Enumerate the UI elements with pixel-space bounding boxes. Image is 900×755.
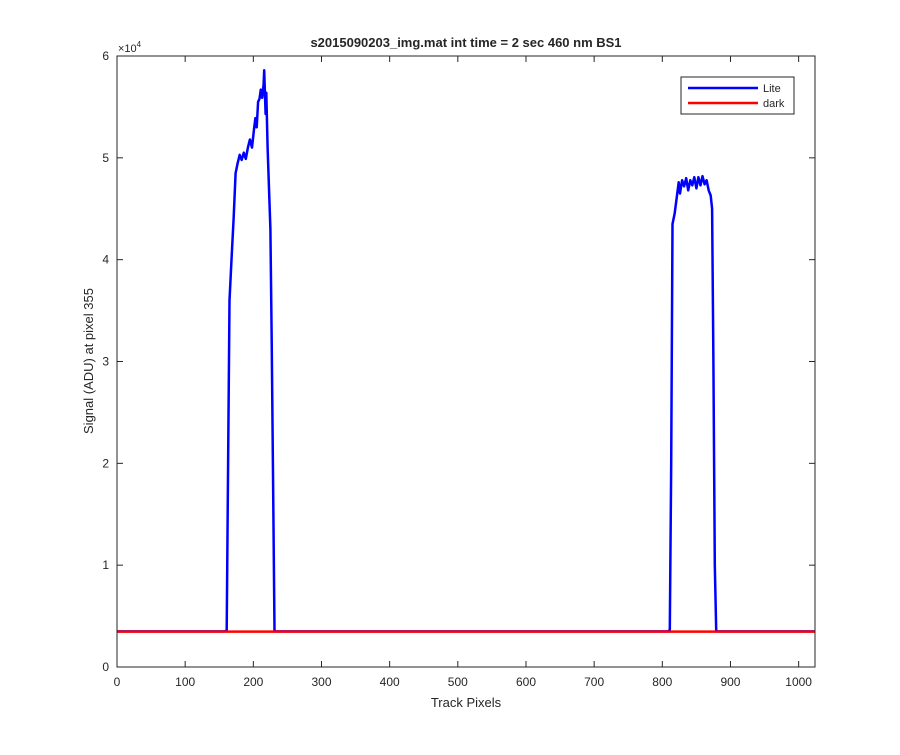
x-tick-label: 600 xyxy=(516,675,536,689)
chart-title: s2015090203_img.mat int time = 2 sec 460… xyxy=(310,35,621,50)
x-tick-label: 700 xyxy=(584,675,604,689)
x-tick-label: 800 xyxy=(652,675,672,689)
y-exponent-label: ×104 xyxy=(118,40,142,55)
x-axis-label: Track Pixels xyxy=(431,695,502,710)
x-tick-label: 500 xyxy=(448,675,468,689)
series-layer xyxy=(117,69,815,633)
y-tick-label: 4 xyxy=(102,253,109,267)
legend-box xyxy=(680,76,795,115)
y-tick-label: 0 xyxy=(102,660,109,674)
y-tick-label: 2 xyxy=(102,456,109,470)
y-exponent-power: 4 xyxy=(137,40,142,49)
plot-area xyxy=(117,56,815,667)
legend: Lite dark xyxy=(680,76,795,115)
x-tick-label: 100 xyxy=(175,675,195,689)
y-tick-label: 3 xyxy=(102,355,109,369)
y-axis: 0 1 2 3 4 5 6 xyxy=(102,49,815,674)
y-tick-label: 1 xyxy=(102,558,109,572)
x-tick-label: 0 xyxy=(114,675,121,689)
y-tick-label: 5 xyxy=(102,151,109,165)
x-tick-label: 300 xyxy=(311,675,331,689)
y-exponent-base: ×10 xyxy=(118,43,137,55)
legend-label-dark: dark xyxy=(763,98,785,110)
series-line-lite xyxy=(117,69,815,633)
x-axis: 0 100 200 300 400 500 600 700 800 900 1000 xyxy=(114,56,812,689)
x-tick-label: 200 xyxy=(243,675,263,689)
legend-label-lite: Lite xyxy=(763,83,781,95)
y-tick-label: 6 xyxy=(102,49,109,63)
x-tick-label: 1000 xyxy=(785,675,812,689)
y-axis-label: Signal (ADU) at pixel 355 xyxy=(81,288,96,434)
x-tick-label: 900 xyxy=(720,675,740,689)
x-tick-label: 400 xyxy=(380,675,400,689)
